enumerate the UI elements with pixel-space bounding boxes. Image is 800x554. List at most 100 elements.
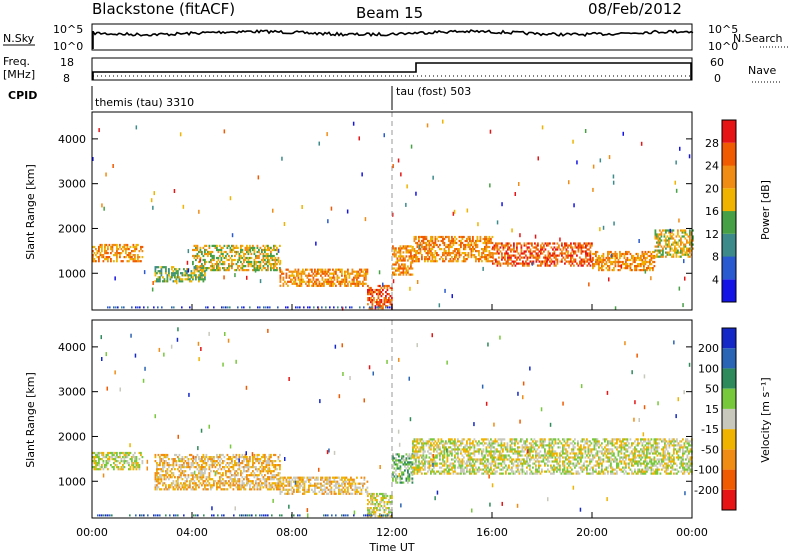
noise-right-tick-top: 10^5 — [708, 23, 738, 36]
power-band-4 — [367, 284, 393, 310]
velocity-ytick-label: 4000 — [58, 341, 86, 354]
noise-right-tick-bottom: 10^0 — [708, 40, 738, 53]
velocity-colorbar-tick: -100 — [694, 464, 719, 477]
freq-label: Freq. — [3, 55, 30, 68]
power-colorbar-swatch — [722, 256, 736, 280]
power-y-axis: 1000 2000 3000 4000 — [58, 133, 692, 280]
power-colorbar-tick: 16 — [705, 205, 719, 218]
power-band-6 — [412, 235, 494, 263]
velocity-ytick-label: 3000 — [58, 386, 86, 399]
velocity-colorbar-swatch — [722, 348, 736, 369]
freq-tick-top: 18 — [60, 56, 74, 69]
freq-line — [92, 62, 692, 80]
x-tick-label: 12:00 — [376, 526, 408, 539]
noise-panel: N.Sky 10^5 10^0 10^5 10^0 N.Search — [3, 23, 790, 53]
power-band-2 — [192, 244, 281, 272]
velocity-colorbar-swatch — [722, 469, 736, 490]
power-colorbar-tick: 20 — [705, 182, 719, 195]
x-tick-label: 08:00 — [276, 526, 308, 539]
velocity-colorbar-swatch — [722, 368, 736, 389]
velocity-colorbar-swatch — [722, 449, 736, 470]
power-colorbar-swatch — [722, 233, 736, 257]
velocity-band-3 — [367, 492, 393, 518]
power-colorbar-tick: 12 — [705, 228, 719, 241]
velocity-colorbar-tick: 200 — [698, 342, 719, 355]
freq-unit-label: [MHz] — [3, 68, 35, 81]
velocity-y-axis: 1000 2000 3000 4000 — [58, 341, 692, 488]
velocity-band-2 — [279, 476, 369, 495]
power-colorbar-swatch — [722, 142, 736, 166]
power-colorbar-tick: 4 — [712, 273, 719, 286]
nave-tick-top: 60 — [710, 56, 724, 69]
power-colorbar-swatch — [722, 120, 736, 143]
velocity-colorbar-tick: 100 — [698, 362, 719, 375]
velocity-band-1 — [154, 453, 281, 491]
velocity-ground-strip — [97, 514, 393, 517]
velocity-colorbar-label: Velocity [m s⁻¹] — [759, 377, 772, 462]
x-tick-label: 00:00 — [76, 526, 108, 539]
velocity-band-4 — [392, 453, 414, 484]
power-ytick-label: 3000 — [58, 178, 86, 191]
power-ground-strip — [107, 306, 393, 309]
x-tick-label: 16:00 — [476, 526, 508, 539]
date-title: 08/Feb/2012 — [588, 0, 682, 18]
power-colorbar-swatch — [722, 279, 736, 303]
power-colorbar-tick: 28 — [705, 137, 719, 150]
power-colorbar-swatch — [722, 211, 736, 234]
power-colorbar-swatch — [722, 188, 736, 212]
power-sparse-points — [92, 119, 691, 311]
velocity-colorbar-tick: 50 — [705, 383, 719, 396]
noise-left-tick-bottom: 10^0 — [53, 40, 83, 53]
velocity-ylabel: Slant Range [km] — [24, 372, 37, 468]
velocity-colorbar-swatch — [722, 429, 736, 450]
noise-left-tick-top: 10^5 — [53, 23, 83, 36]
x-tick-label: 04:00 — [176, 526, 208, 539]
noise-sky-label: N.Sky — [3, 32, 35, 45]
power-band-5 — [392, 245, 414, 276]
velocity-panel: 1000 2000 3000 4000 Slant Range [km] 200 100… — [24, 319, 772, 519]
cpid-mode-2: tau (fost) 503 — [396, 85, 471, 98]
velocity-colorbar-tick: -50 — [701, 443, 719, 456]
velocity-ytick-label: 1000 — [58, 475, 86, 488]
power-band-3 — [279, 268, 369, 287]
power-colorbar-tick: 24 — [705, 160, 719, 173]
noise-sky-line — [92, 29, 694, 38]
velocity-band-0 — [92, 451, 144, 471]
power-band-9 — [654, 229, 694, 258]
power-scatter-cells — [92, 119, 694, 311]
velocity-ytick-label: 2000 — [58, 430, 86, 443]
power-ytick-label: 1000 — [58, 267, 86, 280]
x-tick-label: 00:00 — [676, 526, 708, 539]
freq-panel: Freq. [MHz] 18 8 60 0 Nave — [3, 55, 780, 85]
velocity-scatter-cells — [92, 327, 693, 518]
power-colorbar-tick: 8 — [712, 251, 719, 264]
cpid-row: CPID themis (tau) 3310 tau (fost) 503 — [8, 85, 471, 110]
velocity-band-5 — [412, 438, 693, 475]
velocity-colorbar-tick: 15 — [705, 403, 719, 416]
power-band-7 — [492, 242, 593, 267]
velocity-colorbar-swatch — [722, 328, 736, 349]
velocity-colorbar-swatch — [722, 489, 736, 510]
power-colorbar: 4 8 12 16 20 24 28 — [705, 119, 737, 303]
noise-search-label: N.Search — [733, 32, 783, 45]
velocity-sparse-points — [100, 327, 691, 518]
power-ytick-label: 2000 — [58, 222, 86, 235]
power-colorbar-label: Power [dB] — [759, 180, 772, 240]
velocity-colorbar-swatch — [722, 388, 736, 409]
power-colorbar-swatch — [722, 165, 736, 189]
nave-label: Nave — [748, 64, 776, 77]
station-title: Blackstone (fitACF) — [92, 0, 235, 18]
nave-tick-bottom: 0 — [714, 72, 721, 85]
x-tick-label: 20:00 — [576, 526, 608, 539]
x-axis-label: Time UT — [368, 541, 414, 554]
velocity-colorbar-tick: -200 — [694, 484, 719, 497]
power-ylabel: Slant Range [km] — [24, 164, 37, 260]
time-x-axis: 00:00 04:00 08:00 12:00 16:00 20:00 00:00 — [76, 304, 708, 539]
velocity-colorbar-swatch — [722, 408, 736, 430]
velocity-colorbar-tick: -15 — [701, 423, 719, 436]
beam-title: Beam 15 — [356, 4, 423, 22]
power-panel: 1000 2000 3000 4000 Slant Range [km] 4 8 12 16… — [24, 111, 772, 311]
freq-tick-bottom: 8 — [63, 72, 70, 85]
power-band-8 — [592, 250, 656, 272]
